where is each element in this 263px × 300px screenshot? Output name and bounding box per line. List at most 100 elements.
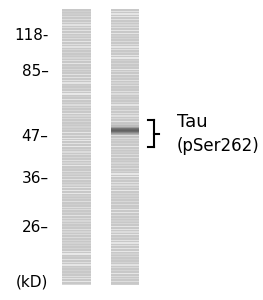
Bar [62,35,91,37]
Bar [62,204,91,205]
Bar [110,102,139,103]
Bar [110,104,139,106]
Bar [62,77,91,78]
Bar [110,27,139,28]
Bar [110,226,139,227]
Bar [110,131,139,132]
Bar [110,38,139,39]
Bar [62,58,91,59]
Bar [62,254,91,255]
Bar [110,130,139,131]
Bar [62,107,91,108]
Bar [110,190,139,191]
Bar [110,206,139,208]
Bar [110,13,139,14]
Bar [110,126,139,127]
Bar [110,133,139,134]
Bar [110,173,139,175]
Bar [110,125,139,126]
Bar [110,9,139,285]
Bar [110,63,139,64]
Bar [62,19,91,20]
Bar [62,71,91,73]
Bar [62,135,91,136]
Bar [110,176,139,177]
Bar [110,193,139,194]
Bar [110,80,139,81]
Bar [110,77,139,78]
Bar [110,135,139,136]
Bar [110,124,139,125]
Text: 85–: 85– [22,64,49,80]
Bar [62,231,91,232]
Bar [110,127,139,128]
Bar [110,160,139,161]
Bar [110,162,139,164]
Bar [62,201,91,202]
Bar [62,182,91,183]
Bar [110,137,139,138]
Bar [62,127,91,128]
Bar [62,11,91,12]
Bar [110,88,139,89]
Bar [110,22,139,23]
Bar [62,162,91,164]
Text: 118-: 118- [14,28,49,44]
Bar [62,146,91,147]
Bar [110,137,139,139]
Bar [110,121,139,122]
Bar [110,184,139,186]
Bar [62,22,91,23]
Bar [62,41,91,42]
Bar [62,121,91,122]
Bar [62,275,91,277]
Bar [110,201,139,202]
Bar [110,16,139,17]
Bar [62,148,91,150]
Bar [110,96,139,97]
Bar [110,140,139,142]
Bar [110,231,139,232]
Bar [62,49,91,50]
Bar [110,248,139,249]
Bar [62,160,91,161]
Bar [110,182,139,183]
Text: 36–: 36– [22,171,49,186]
Text: Tau: Tau [177,113,208,131]
Bar [110,267,139,268]
Bar [62,234,91,235]
Bar [62,88,91,89]
Bar [62,151,91,152]
Bar [62,154,91,155]
Bar [62,82,91,83]
Bar [110,68,139,70]
Bar [62,44,91,45]
Bar [62,196,91,197]
Bar [110,110,139,111]
Text: 47–: 47– [22,129,49,144]
Bar [62,24,91,26]
Bar [110,58,139,59]
Bar [62,33,91,34]
Bar [110,60,139,62]
Bar [62,38,91,39]
Bar [110,240,139,241]
Bar [110,71,139,73]
Bar [110,74,139,75]
Bar [62,171,91,172]
Bar [62,66,91,67]
Bar [110,215,139,216]
Bar [110,179,139,180]
Bar [110,284,139,285]
Bar [110,118,139,119]
Bar [62,184,91,186]
Bar [62,242,91,244]
Bar [62,27,91,28]
Bar [62,113,91,114]
Bar [110,168,139,169]
Bar [110,234,139,235]
Bar [62,93,91,94]
Bar [62,99,91,100]
Bar [62,187,91,188]
Bar [62,74,91,75]
